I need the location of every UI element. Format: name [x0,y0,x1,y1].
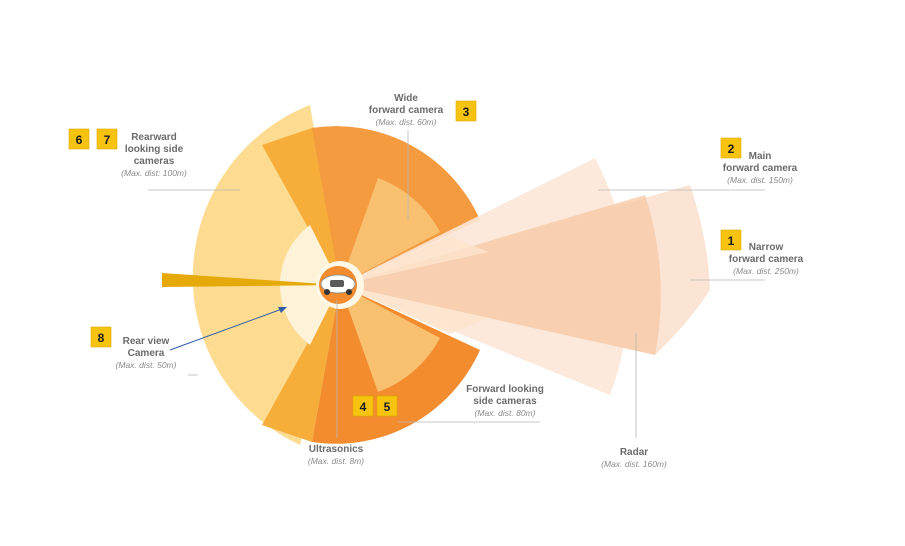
forward-beam-upper [340,236,488,285]
badge-3: 3 [455,100,477,122]
forward-beam-lower [340,285,488,334]
badge-8: 8 [90,326,112,348]
svg-text:8: 8 [98,331,105,345]
badge-1: 1 [720,229,742,251]
badge-4: 4 [352,395,374,417]
rear-view-gold-wedge [162,273,340,287]
radar-field [340,195,661,355]
svg-text:6: 6 [76,133,83,147]
wide-name-line-1: Wide [394,93,418,104]
svg-text:4: 4 [360,400,367,414]
rear-view-dist: (Max. dist. 50m) [116,360,177,370]
number-badges: 1 2 3 4 5 6 7 8 [68,100,742,417]
rearward-name-line-1: Rearward [131,132,177,143]
inner-forward-lobe-lower [340,285,440,392]
rearward-name-line-3: cameras [134,156,175,167]
forward-side-name-line-2: side cameras [473,396,537,407]
inner-forward-lobe [340,178,440,285]
svg-text:1: 1 [728,234,735,248]
wide-name-line-2: forward camera [369,105,444,116]
radar-name: Radar [620,447,648,458]
narrow-dist: (Max. dist. 250m) [733,266,799,276]
wide-dist: (Max. dist. 60m) [376,117,437,127]
rear-view-name-line-1: Rear view [123,336,170,347]
radar-dist: (Max. dist. 160m) [601,459,667,469]
rearward-name-line-2: looking side [125,144,184,155]
svg-text:2: 2 [728,142,735,156]
car-icon [319,266,357,304]
ultrasonics-name: Ultrasonics [309,444,364,455]
svg-text:5: 5 [384,400,391,414]
narrow-name-line-1: Narrow [749,242,784,253]
forward-side-dist: (Max. dist. 80m) [475,408,536,418]
main-name-line-2: forward camera [723,163,798,174]
rearward-dist: (Max. dist: 100m) [121,168,187,178]
badge-5: 5 [376,395,398,417]
narrow-name-line-2: forward camera [729,254,804,265]
rearward-side-camera-upper-wedge [262,128,340,285]
badge-2: 2 [720,137,742,159]
main-dist: (Max. dist. 150m) [727,175,793,185]
badge-7: 7 [96,128,118,150]
labels: Wide forward camera (Max. dist. 60m) Mai… [116,93,804,469]
forward-side-name-line-1: Forward looking [466,384,544,395]
svg-text:3: 3 [463,105,470,119]
badge-6: 6 [68,128,90,150]
rearward-side-camera-lower-wedge [262,285,340,442]
rear-view-arrow [169,307,287,351]
svg-text:7: 7 [104,133,111,147]
leader-lines [148,130,765,438]
rear-view-name-line-2: Camera [128,348,165,359]
ultrasonics-dist: (Max. dist. 8m) [308,456,364,466]
main-name-line-1: Main [749,151,772,162]
coverage-fields [162,105,710,445]
